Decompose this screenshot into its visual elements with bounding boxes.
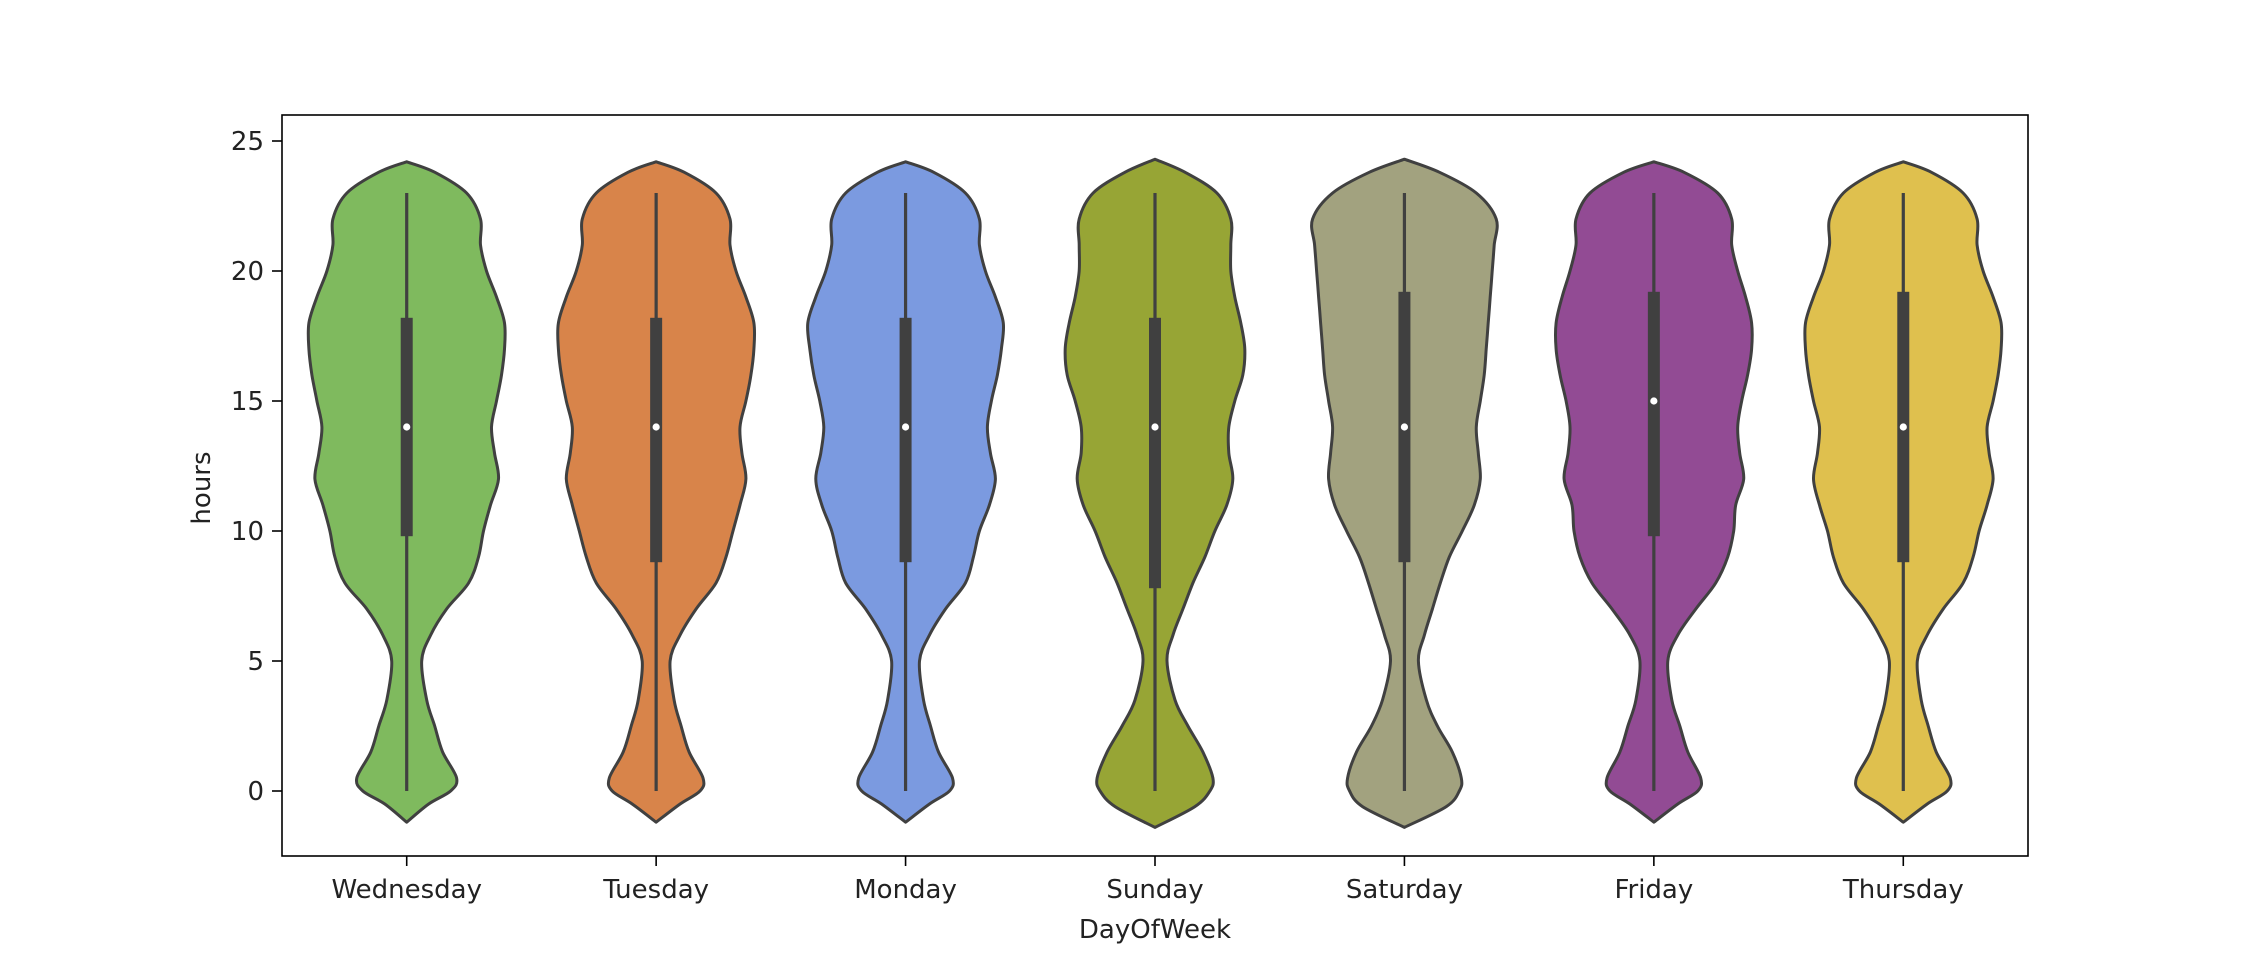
x-axis-label: DayOfWeek [1079,915,1231,945]
y-axis-label: hours [187,451,217,524]
median-point [901,423,910,431]
x-tick-label: Wednesday [331,875,482,905]
x-tick-label: Friday [1614,875,1693,905]
violin-saturday [1310,157,1499,829]
y-tick-label: 25 [231,127,264,157]
iqr-box [899,317,912,563]
median-point [1650,397,1658,405]
y-tick-label: 5 [247,647,264,677]
x-tick-label: Sunday [1106,875,1203,905]
iqr-box [1149,317,1161,589]
violin-thursday [1803,160,2004,824]
violin-friday [1553,160,1754,824]
median-point [1400,423,1409,431]
violin-tuesday [556,160,757,824]
y-tick-label: 10 [231,517,264,547]
violin-monday [806,160,1006,824]
iqr-box [650,317,663,563]
median-point [1151,423,1159,431]
median-point [652,423,660,431]
iqr-box [1647,291,1660,537]
y-tick-label: 0 [247,777,264,807]
y-axis: 0 5 10 15 20 25 [231,127,282,807]
x-tick-label: Saturday [1346,875,1463,905]
violin-wednesday [306,160,507,824]
violin-sunday [1063,157,1247,829]
y-tick-label: 20 [231,257,264,287]
x-tick-label: Tuesday [602,875,709,905]
x-tick-label: Thursday [1842,875,1964,905]
x-axis: Wednesday Tuesday Monday Sunday Saturday Frid… [331,856,1964,905]
median-point [1899,423,1907,431]
violins-layer [306,157,2004,829]
median-point [403,423,411,431]
y-tick-label: 15 [231,387,264,417]
x-tick-label: Monday [854,875,957,905]
